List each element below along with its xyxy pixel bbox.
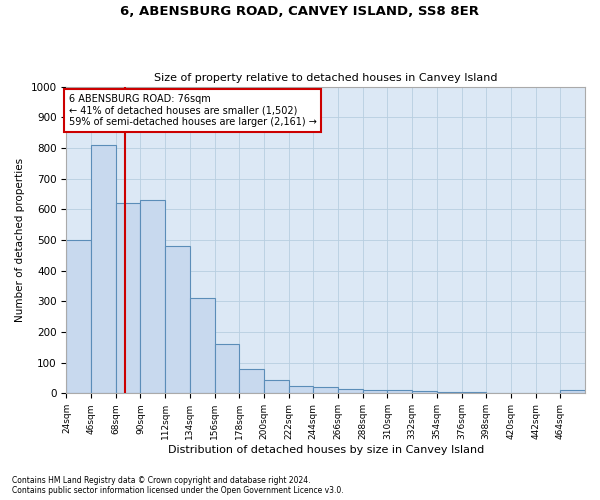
Bar — [313, 387, 338, 394]
Title: Size of property relative to detached houses in Canvey Island: Size of property relative to detached ho… — [154, 73, 497, 83]
X-axis label: Distribution of detached houses by size in Canvey Island: Distribution of detached houses by size … — [167, 445, 484, 455]
Bar — [140, 200, 165, 394]
Bar — [437, 392, 461, 394]
Bar — [412, 391, 437, 394]
Bar — [190, 298, 215, 394]
Text: 6, ABENSBURG ROAD, CANVEY ISLAND, SS8 8ER: 6, ABENSBURG ROAD, CANVEY ISLAND, SS8 8E… — [121, 5, 479, 18]
Text: Contains HM Land Registry data © Crown copyright and database right 2024.
Contai: Contains HM Land Registry data © Crown c… — [12, 476, 344, 495]
Bar — [338, 388, 363, 394]
Bar — [67, 240, 91, 394]
Bar — [289, 386, 313, 394]
Bar — [91, 145, 116, 394]
Bar — [239, 369, 264, 394]
Bar — [215, 344, 239, 394]
Bar — [264, 380, 289, 394]
Bar — [560, 390, 585, 394]
Bar — [486, 392, 511, 394]
Bar — [116, 203, 140, 394]
Bar — [165, 246, 190, 394]
Y-axis label: Number of detached properties: Number of detached properties — [15, 158, 25, 322]
Bar — [363, 390, 388, 394]
Bar — [388, 390, 412, 394]
Bar — [461, 392, 486, 394]
Text: 6 ABENSBURG ROAD: 76sqm
← 41% of detached houses are smaller (1,502)
59% of semi: 6 ABENSBURG ROAD: 76sqm ← 41% of detache… — [68, 94, 317, 128]
